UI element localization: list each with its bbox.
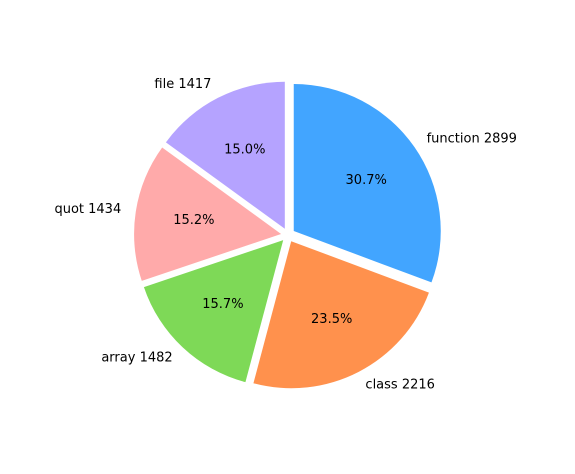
slice-category-label-4: file 1417 bbox=[154, 77, 211, 92]
slice-percent-label-3: 15.2% bbox=[173, 213, 214, 228]
slice-category-label-0: function 2899 bbox=[427, 131, 517, 146]
slices-layer bbox=[134, 81, 441, 389]
pie-slice-2 bbox=[143, 240, 284, 383]
slice-percent-label-2: 15.7% bbox=[202, 297, 243, 312]
slice-category-label-3: quot 1434 bbox=[54, 202, 121, 217]
pie-slice-0 bbox=[293, 84, 441, 283]
slice-percent-label-0: 30.7% bbox=[346, 173, 387, 188]
labels-layer: 30.7% function 2899 23.5% class 2216 15.7% ar… bbox=[54, 77, 516, 392]
pie-slice-4 bbox=[165, 81, 285, 229]
slice-percent-label-1: 23.5% bbox=[311, 312, 352, 327]
pie-slice-3 bbox=[134, 147, 282, 281]
slice-category-label-1: class 2216 bbox=[365, 377, 435, 392]
slice-category-label-2: array 1482 bbox=[101, 351, 172, 366]
slice-percent-label-4: 15.0% bbox=[224, 143, 265, 158]
pie-slice-1 bbox=[253, 241, 429, 389]
